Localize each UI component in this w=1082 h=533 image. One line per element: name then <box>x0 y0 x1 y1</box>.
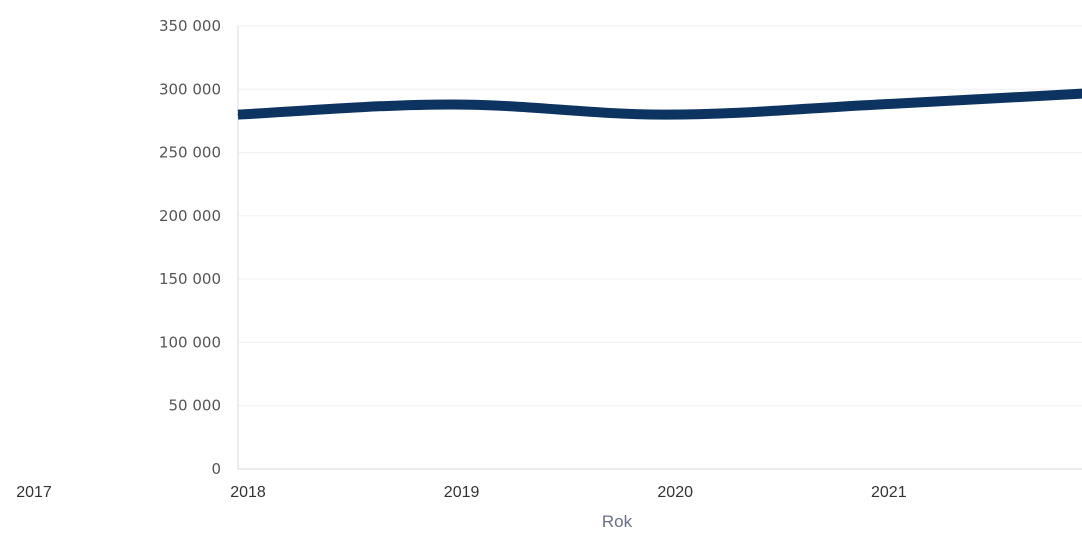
data-point <box>878 103 880 105</box>
data-point <box>237 114 239 116</box>
y-tick-label: 250 000 <box>159 144 221 162</box>
x-tick-label: 2017 <box>16 484 52 501</box>
x-tick-label: 2019 <box>444 484 480 501</box>
y-axis-ticks: 0 50 000 100 000 150 000 200 000 250 000 300 0… <box>159 17 221 478</box>
y-tick-label: 100 000 <box>159 333 221 351</box>
y-tick-label: 200 000 <box>159 207 221 225</box>
y-tick-label: 50 000 <box>169 397 222 415</box>
x-tick-label: 2018 <box>230 484 266 501</box>
y-tick-label: 350 000 <box>159 17 221 35</box>
x-axis-label: Rok <box>602 512 633 531</box>
y-tick-label: 150 000 <box>159 270 221 288</box>
gridlines <box>238 25 1082 407</box>
series-layer <box>237 88 1082 120</box>
y-tick-label: 300 000 <box>159 80 221 98</box>
data-point <box>664 114 666 116</box>
x-axis-ticks: 2017 2018 2019 2020 2021 <box>16 484 906 501</box>
series-line <box>237 88 1082 120</box>
x-tick-label: 2021 <box>871 484 907 501</box>
data-point <box>451 103 453 105</box>
x-tick-label: 2020 <box>657 484 693 501</box>
y-tick-label: 0 <box>211 460 221 478</box>
